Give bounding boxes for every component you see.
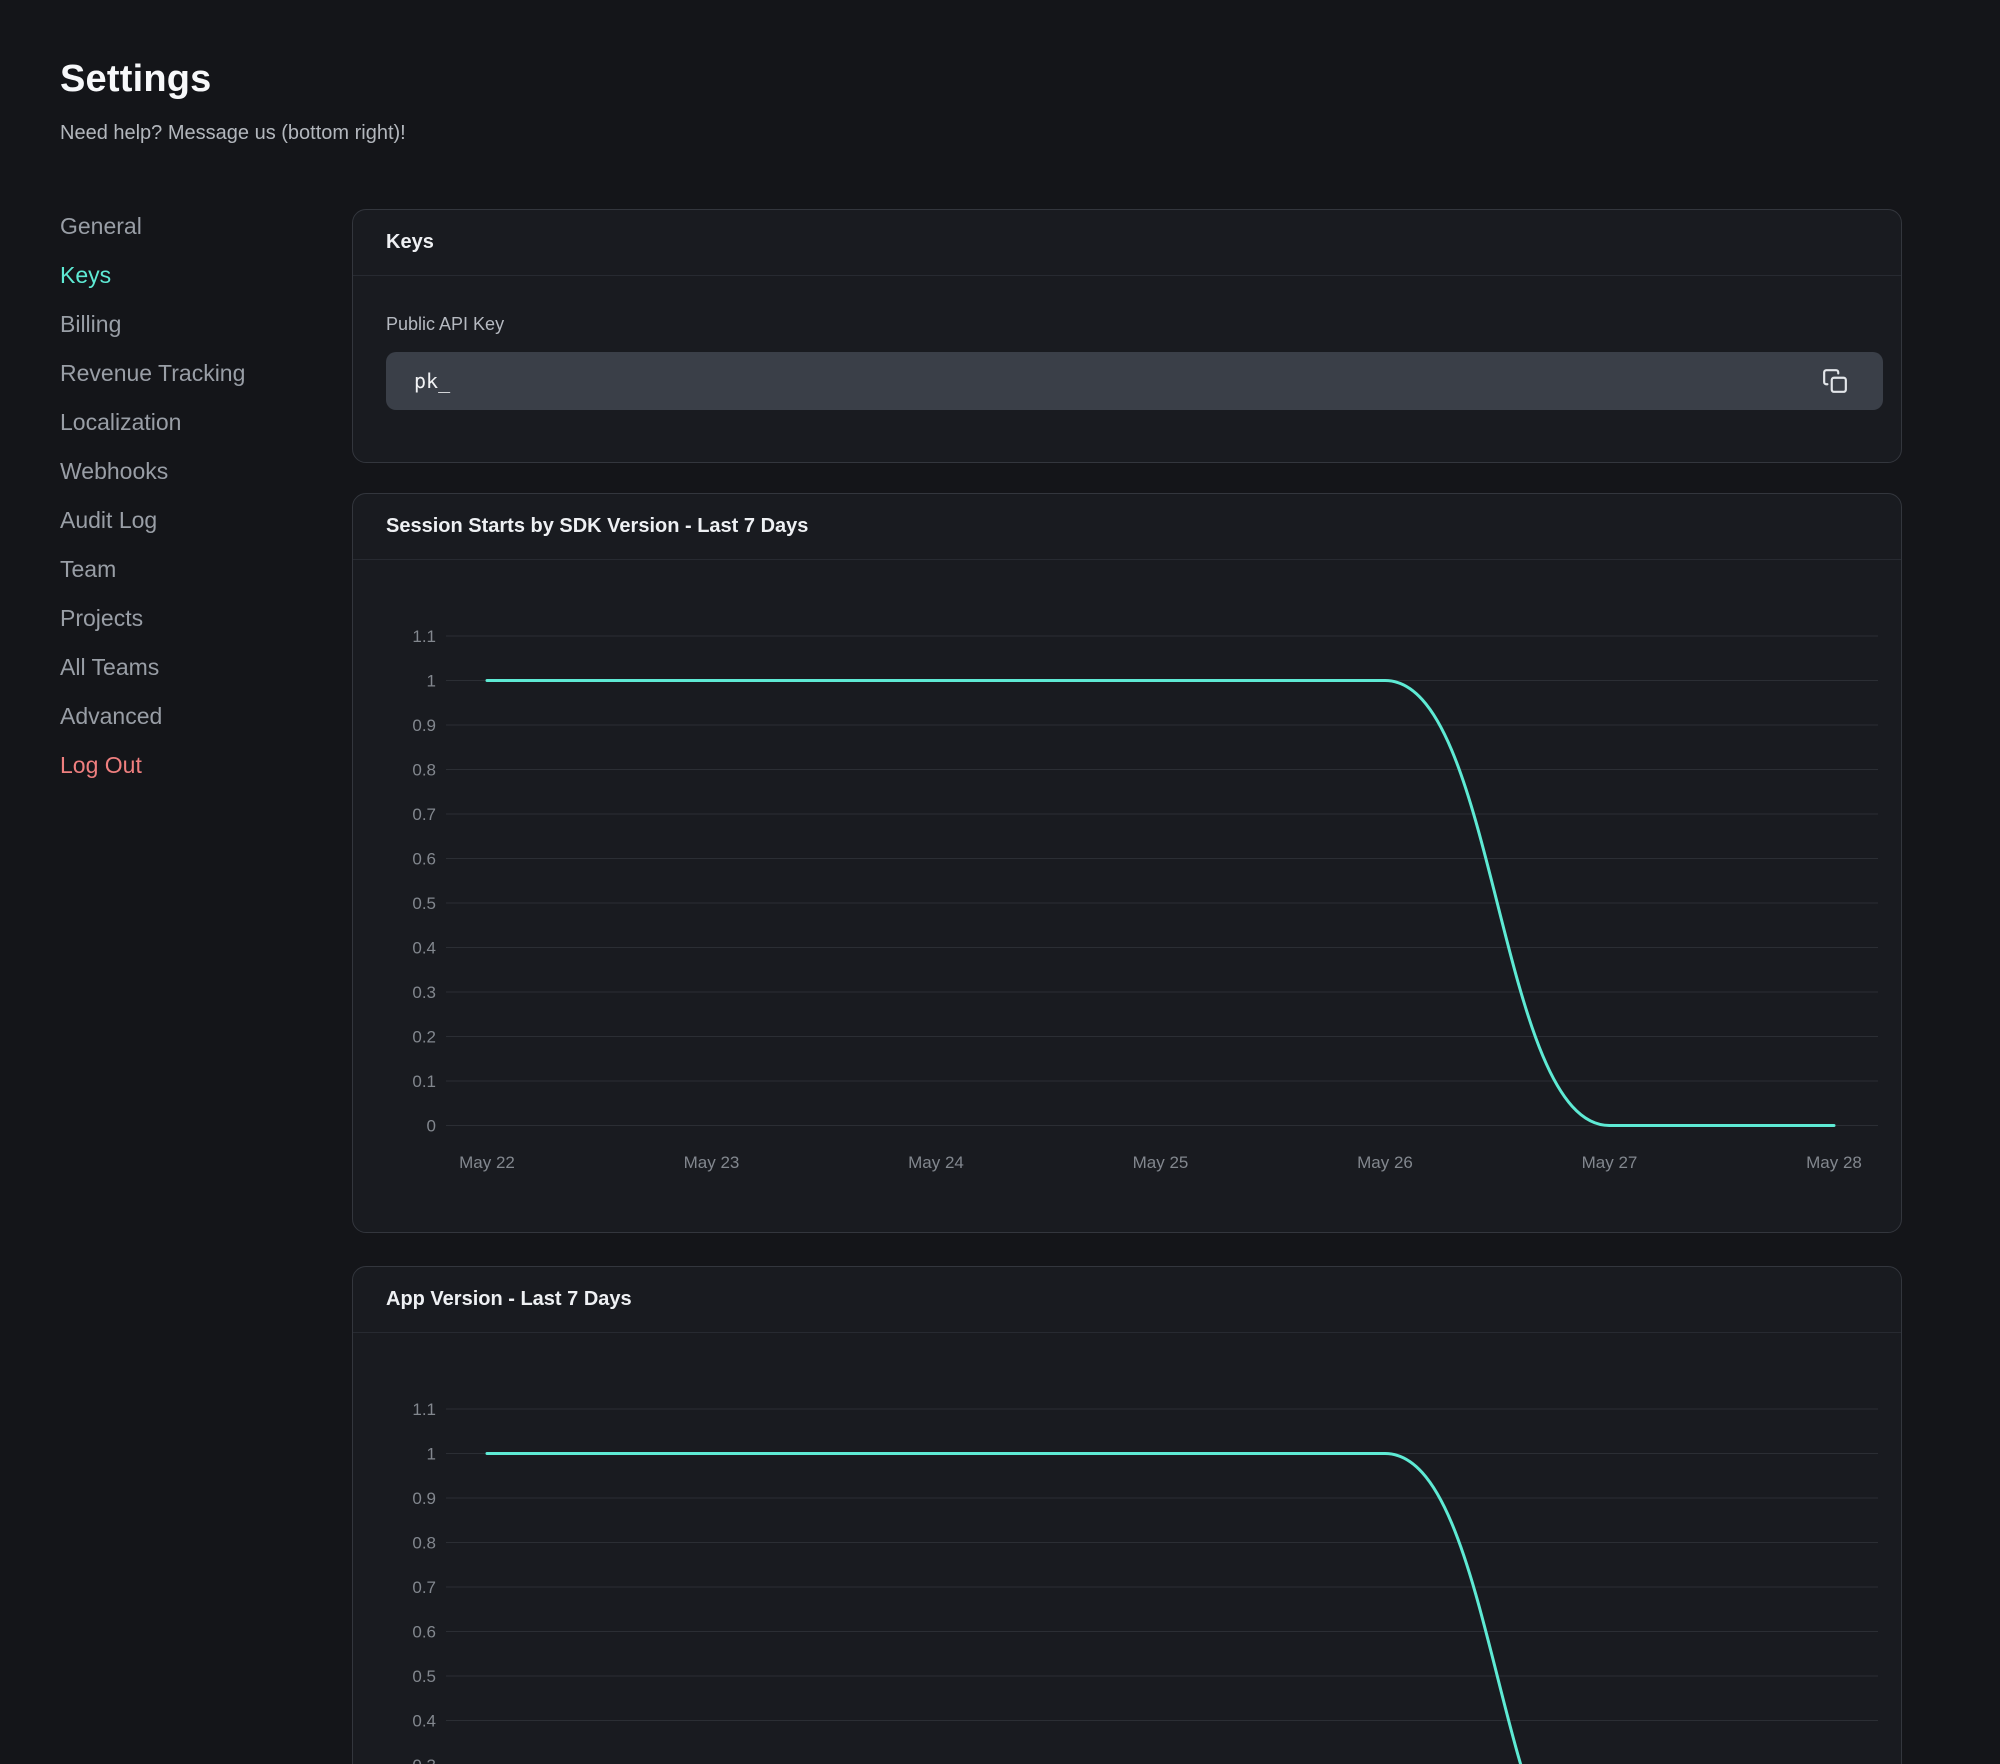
svg-text:0.5: 0.5 (412, 894, 436, 913)
svg-text:0.5: 0.5 (412, 1667, 436, 1686)
sidebar-item-general[interactable]: General (60, 202, 325, 251)
svg-text:0.8: 0.8 (412, 1534, 436, 1553)
sidebar-item-billing[interactable]: Billing (60, 300, 325, 349)
svg-text:0.7: 0.7 (412, 1578, 436, 1597)
svg-text:0.8: 0.8 (412, 761, 436, 780)
svg-text:0.3: 0.3 (412, 1756, 436, 1764)
public-api-key-input[interactable]: pk_ (386, 352, 1883, 410)
svg-text:0.9: 0.9 (412, 1489, 436, 1508)
sidebar-item-log-out[interactable]: Log Out (60, 741, 325, 790)
public-api-key-value: pk_ (414, 369, 450, 393)
page-title: Settings (60, 58, 212, 101)
copy-icon (1822, 368, 1848, 394)
sdk-version-chart-title: Session Starts by SDK Version - Last 7 D… (386, 515, 808, 538)
settings-page: Settings Need help? Message us (bottom r… (0, 0, 2000, 1764)
sidebar-item-localization[interactable]: Localization (60, 398, 325, 447)
svg-text:0.6: 0.6 (412, 1623, 436, 1642)
sdk-version-chart-header: Session Starts by SDK Version - Last 7 D… (353, 494, 1901, 560)
sdk-version-line-chart: 1.1 1 0.9 0.8 0.7 0.6 0.5 0.4 0.3 0.2 0.1 0 May 22 Ma… (353, 560, 1903, 1233)
sidebar-item-webhooks[interactable]: Webhooks (60, 447, 325, 496)
app-version-chart-header: App Version - Last 7 Days (353, 1267, 1901, 1333)
svg-text:May 26: May 26 (1357, 1153, 1413, 1172)
svg-text:1.1: 1.1 (412, 1400, 436, 1419)
sidebar-item-all-teams[interactable]: All Teams (60, 643, 325, 692)
svg-text:0.4: 0.4 (412, 939, 436, 958)
svg-text:1.1: 1.1 (412, 627, 436, 646)
svg-text:May 23: May 23 (684, 1153, 740, 1172)
sidebar-item-advanced[interactable]: Advanced (60, 692, 325, 741)
svg-text:May 24: May 24 (908, 1153, 964, 1172)
public-api-key-label: Public API Key (386, 314, 504, 335)
sidebar: General Keys Billing Revenue Tracking Lo… (60, 202, 325, 790)
sidebar-item-keys[interactable]: Keys (60, 251, 325, 300)
sidebar-item-audit-log[interactable]: Audit Log (60, 496, 325, 545)
sidebar-item-team[interactable]: Team (60, 545, 325, 594)
svg-text:1: 1 (427, 1445, 436, 1464)
keys-card: Keys Public API Key pk_ (352, 209, 1902, 463)
svg-text:0.3: 0.3 (412, 983, 436, 1002)
svg-text:May 28: May 28 (1806, 1153, 1862, 1172)
svg-text:0.7: 0.7 (412, 805, 436, 824)
app-version-chart-title: App Version - Last 7 Days (386, 1288, 632, 1311)
svg-text:0.6: 0.6 (412, 850, 436, 869)
svg-text:May 22: May 22 (459, 1153, 515, 1172)
svg-text:May 25: May 25 (1133, 1153, 1189, 1172)
app-version-line-chart: 1.110.90.80.70.60.50.40.30.20.10May 22Ma… (353, 1333, 1903, 1764)
svg-text:0: 0 (427, 1117, 436, 1136)
keys-card-header: Keys (353, 210, 1901, 276)
copy-button[interactable] (1821, 367, 1849, 395)
svg-text:May 27: May 27 (1582, 1153, 1638, 1172)
sdk-version-chart-card: Session Starts by SDK Version - Last 7 D… (352, 493, 1902, 1233)
svg-text:0.9: 0.9 (412, 716, 436, 735)
svg-text:0.2: 0.2 (412, 1028, 436, 1047)
svg-text:1: 1 (427, 672, 436, 691)
sidebar-item-projects[interactable]: Projects (60, 594, 325, 643)
sidebar-item-revenue-tracking[interactable]: Revenue Tracking (60, 349, 325, 398)
app-version-chart-card: App Version - Last 7 Days 1.1 1 0.9 0.8 0.7 0… (352, 1266, 1902, 1764)
keys-card-title: Keys (386, 231, 434, 254)
svg-text:0.1: 0.1 (412, 1072, 436, 1091)
page-subtitle: Need help? Message us (bottom right)! (60, 122, 406, 145)
svg-text:0.4: 0.4 (412, 1712, 436, 1731)
